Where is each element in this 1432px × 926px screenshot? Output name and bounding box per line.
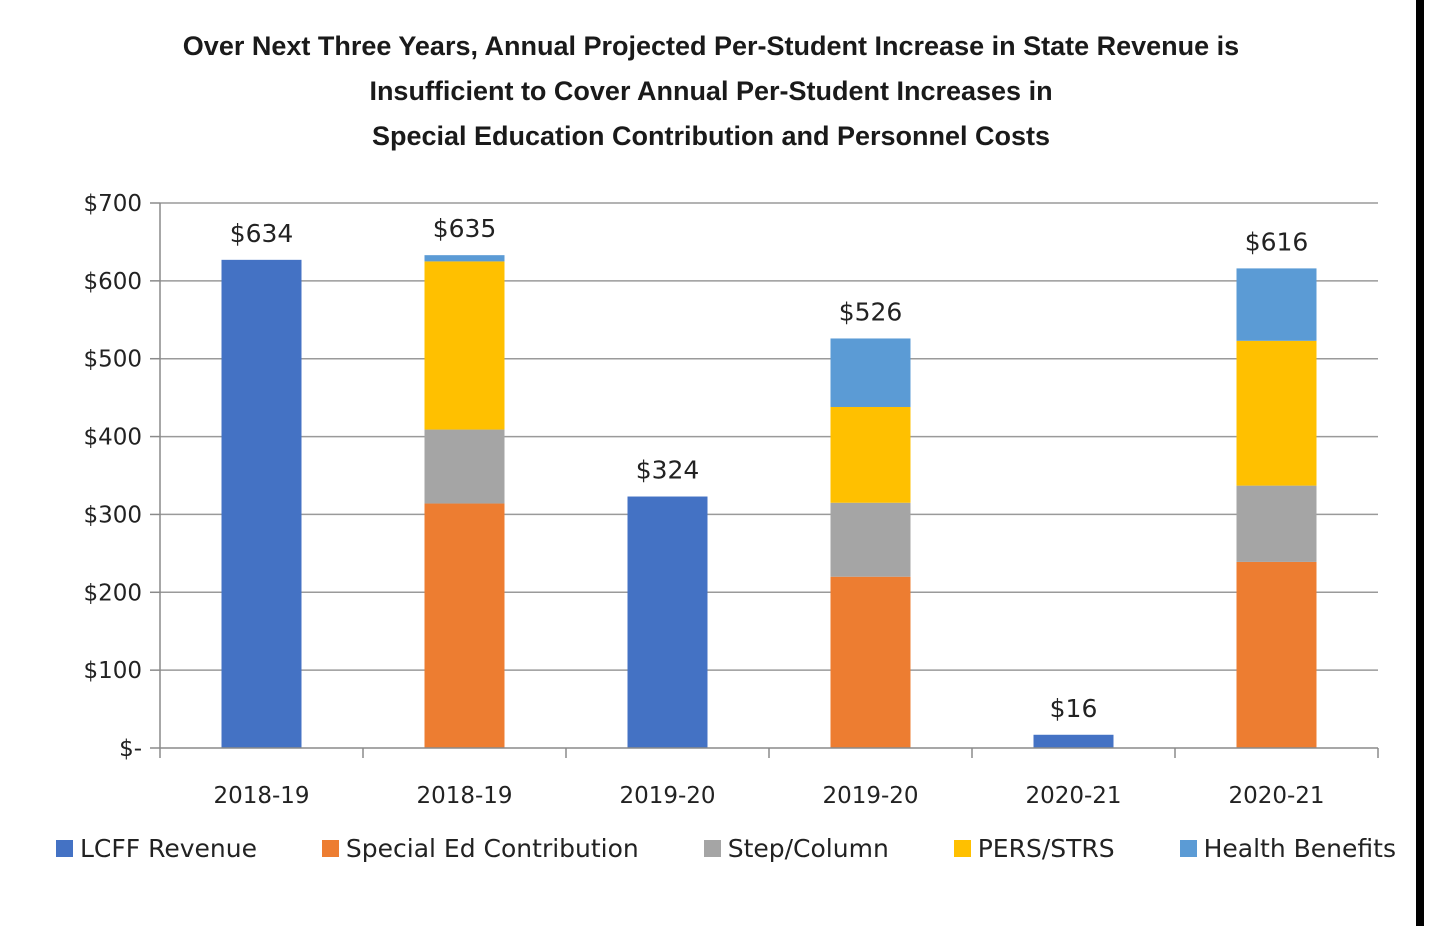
data-label: $635 — [433, 214, 497, 243]
legend-item: Special Ed Contribution — [321, 834, 639, 863]
title-line-2: Insufficient to Cover Annual Per-Student… — [369, 76, 1053, 106]
bar-segment-special-ed-contribution — [1236, 561, 1317, 748]
bar-segment-pers-strs — [424, 261, 505, 430]
legend-label: Step/Column — [727, 834, 889, 863]
y-tick-label: $- — [119, 736, 142, 762]
y-tick-label: $600 — [83, 269, 142, 295]
x-tick-label: 2019-20 — [619, 783, 715, 809]
x-tick-label: 2020-21 — [1228, 783, 1324, 809]
bar-segment-special-ed-contribution — [830, 576, 911, 748]
legend-label: Health Benefits — [1203, 834, 1396, 863]
y-tick-label: $400 — [83, 425, 142, 451]
bar-segment-pers-strs — [1236, 340, 1317, 486]
bar-segment-step-column — [1236, 485, 1317, 562]
legend-label: PERS/STRS — [977, 834, 1115, 863]
y-tick-label: $500 — [83, 347, 142, 373]
bar-segment-step-column — [424, 429, 505, 504]
legend-item: LCFF Revenue — [56, 834, 257, 863]
x-tick-label: 2018-19 — [416, 783, 512, 809]
data-label: $634 — [230, 219, 294, 248]
x-tick-label: 2018-19 — [213, 783, 309, 809]
title-line-3: Special Education Contribution and Perso… — [371, 121, 1051, 151]
legend-swatch — [1179, 840, 1197, 857]
legend-swatch — [703, 840, 721, 857]
bar-segment-health-benefits — [830, 338, 911, 407]
data-label: $616 — [1245, 227, 1309, 256]
bar-segment-pers-strs — [830, 406, 911, 503]
data-label: $324 — [636, 456, 700, 485]
data-label: $526 — [839, 297, 903, 326]
y-tick-label: $200 — [83, 580, 142, 606]
y-tick-label: $700 — [83, 191, 142, 217]
legend-item: Step/Column — [703, 834, 889, 863]
bar-segment-health-benefits — [424, 255, 505, 262]
legend-swatch — [56, 840, 73, 857]
bar-segment-lcff-revenue — [1033, 734, 1114, 748]
bar-segment-health-benefits — [1236, 268, 1317, 341]
legend-label: LCFF Revenue — [80, 834, 257, 863]
bar-segment-lcff-revenue — [221, 259, 302, 748]
legend-swatch — [953, 840, 971, 857]
bar-segment-special-ed-contribution — [424, 503, 505, 748]
legend-item: PERS/STRS — [953, 834, 1115, 863]
title-line-1: Over Next Three Years, Annual Projected … — [182, 31, 1240, 61]
x-tick-label: 2020-21 — [1025, 783, 1121, 809]
bar-segment-step-column — [830, 502, 911, 577]
bar-segment-lcff-revenue — [627, 496, 708, 748]
y-tick-label: $300 — [83, 502, 142, 528]
x-tick-label: 2019-20 — [822, 783, 918, 809]
data-label: $16 — [1050, 694, 1098, 723]
legend: LCFF Revenue Special Ed Contribution Step/… — [56, 834, 1396, 863]
y-tick-label: $100 — [83, 658, 142, 684]
legend-label: Special Ed Contribution — [345, 834, 639, 863]
legend-item: Health Benefits — [1179, 834, 1396, 863]
legend-swatch — [321, 840, 339, 857]
chart-title: Over Next Three Years, Annual Projected … — [30, 24, 1392, 159]
